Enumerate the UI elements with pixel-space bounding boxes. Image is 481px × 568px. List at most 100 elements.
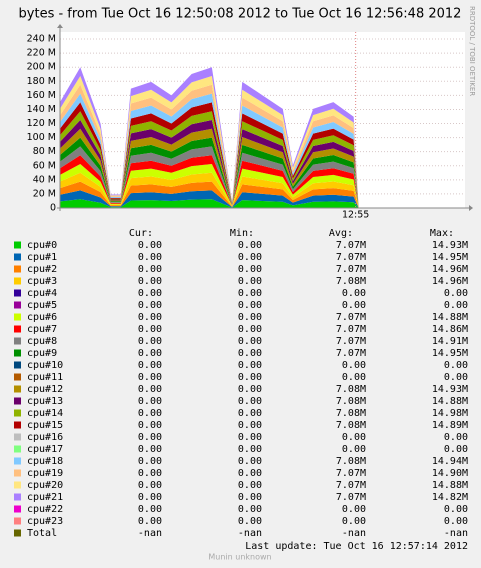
legend-stat: -nan [342,528,366,539]
legend-swatch [14,241,21,249]
area [60,199,359,208]
legend-stat: 0.00 [138,444,162,455]
legend-stat: 0.00 [238,408,262,419]
legend-stat: 14.89M [432,420,468,431]
area [60,164,359,208]
legend-stat: 0.00 [238,240,262,251]
legend-stat: 0.00 [138,264,162,275]
legend-stat: 0.00 [342,516,366,527]
legend-stat: 0.00 [238,348,262,359]
legend-header: Min: [230,228,254,239]
legend-stat: 14.95M [432,348,468,359]
legend-stat: 0.00 [238,276,262,287]
area [60,155,359,208]
plot-area [60,32,465,209]
legend-swatch [14,493,21,501]
legend-stat: 0.00 [342,300,366,311]
legend-name: cpu#6 [27,312,57,323]
legend-stat: 7.08M [336,396,366,407]
area [60,190,359,208]
legend-stat: 0.00 [138,492,162,503]
legend-stat: 0.00 [238,360,262,371]
legend-stat: 0.00 [138,324,162,335]
legend-stat: 0.00 [342,288,366,299]
legend-stat: 0.00 [138,372,162,383]
legend-swatch [14,301,21,309]
legend-stat: 0.00 [138,384,162,395]
legend-swatch [14,409,21,417]
legend-name: cpu#10 [27,360,63,371]
y-tick-label: 240 M [27,34,56,45]
legend-stat: 14.82M [432,492,468,503]
legend-stat: 14.90M [432,468,468,479]
x-arrow [469,205,473,211]
legend-stat: 14.95M [432,252,468,263]
legend-stat: 0.00 [138,516,162,527]
chart-title: bytes - from Tue Oct 16 12:50:08 2012 to… [19,7,462,22]
legend-swatch [14,325,21,333]
y-tick-label: 120 M [27,118,56,129]
legend-name: cpu#16 [27,432,63,443]
legend-stat: 0.00 [238,384,262,395]
area [60,181,359,208]
legend-stat: 7.07M [336,312,366,323]
y-tick-label: 0 [50,203,56,214]
legend-name: cpu#3 [27,276,57,287]
legend-name: cpu#9 [27,348,57,359]
legend-stat: 0.00 [238,324,262,335]
legend-name: cpu#23 [27,516,63,527]
legend-swatch [14,289,21,297]
legend-stat: 0.00 [138,420,162,431]
legend-stat: 0.00 [238,492,262,503]
legend-name: cpu#22 [27,504,63,515]
y-tick-label: 100 M [27,132,56,143]
legend-stat: 14.94M [432,456,468,467]
legend-stat: 0.00 [238,420,262,431]
legend-name: cpu#20 [27,480,63,491]
legend-stat: 0.00 [238,444,262,455]
legend-swatch [14,337,21,345]
legend-swatch [14,349,21,357]
legend-stat: 0.00 [238,300,262,311]
legend-stat: -nan [138,528,162,539]
legend-stat: 14.93M [432,384,468,395]
y-tick-label: 60 M [33,160,56,171]
legend-name: cpu#2 [27,264,57,275]
legend-stat: 0.00 [138,468,162,479]
legend-header: Max: [430,228,454,239]
legend-stat: 0.00 [342,432,366,443]
y-tick-label: 180 M [27,76,56,87]
legend-stat: 0.00 [444,300,468,311]
legend-swatch [14,481,21,489]
y-tick-label: 40 M [33,174,56,185]
y-tick-label: 80 M [33,146,56,157]
legend: Cur: Min: Avg: Max:cpu#0 0.00 0.00 7.07M 14.93M… [14,228,468,539]
legend-stat: 7.07M [336,324,366,335]
legend-name: cpu#8 [27,336,57,347]
legend-name: Total [27,528,57,539]
legend-stat: -nan [444,528,468,539]
legend-stat: 0.00 [238,252,262,263]
legend-swatch [14,253,21,261]
legend-stat: 0.00 [138,504,162,515]
legend-stat: 7.08M [336,276,366,287]
legend-stat: 0.00 [342,372,366,383]
legend-stat: 0.00 [238,480,262,491]
area [60,172,359,208]
legend-name: cpu#19 [27,468,63,479]
legend-stat: 0.00 [138,360,162,371]
legend-stat: 0.00 [238,312,262,323]
legend-name: cpu#18 [27,456,63,467]
legend-stat: 0.00 [138,252,162,263]
legend-stat: 7.08M [336,420,366,431]
legend-stat: 0.00 [138,456,162,467]
legend-stat: 0.00 [138,336,162,347]
legend-stat: 0.00 [238,396,262,407]
legend-stat: 0.00 [138,408,162,419]
legend-stat: 7.07M [336,492,366,503]
legend-swatch [14,385,21,393]
legend-swatch [14,265,21,273]
legend-name: cpu#5 [27,300,57,311]
legend-swatch [14,421,21,429]
legend-stat: 0.00 [238,288,262,299]
